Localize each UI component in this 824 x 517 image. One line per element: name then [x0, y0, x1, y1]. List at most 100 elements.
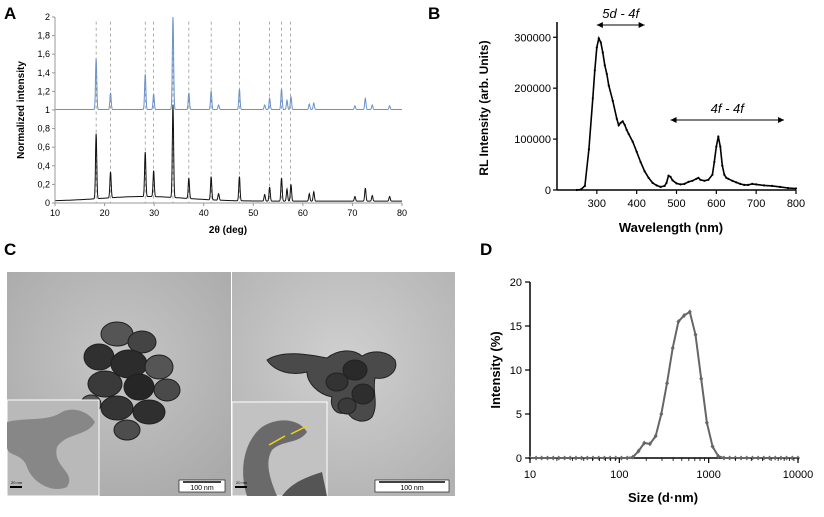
dls-data-point — [562, 455, 567, 461]
dls-data-point — [790, 455, 795, 461]
rl-y-tick-label: 300000 — [514, 32, 551, 44]
dls-size-distribution-line — [530, 310, 798, 459]
xrd-y-tick-label: 2 — [45, 12, 50, 22]
xrd-chart: 10 20 30 40 50 60 70 80 0 0,2 0,4 0,6 0,8 1 1,2 1,4 1,6… — [16, 12, 407, 236]
rl-data-point — [699, 178, 702, 181]
dls-data-point — [693, 332, 698, 338]
xrd-y-tick-label: 0,4 — [37, 161, 50, 171]
dls-data-point — [545, 455, 550, 461]
scale-bar-left: 100 nm — [178, 479, 226, 493]
inset-scale-left: 20 nm — [11, 480, 23, 485]
dls-data-point — [573, 455, 578, 461]
xrd-x-tick-label: 30 — [149, 208, 159, 218]
dls-data-point — [756, 455, 761, 461]
dls-chart: 10 100 1000 10000 0 5 10 15 20 Size (d·nm) Inte… — [488, 277, 813, 505]
dls-data-point — [773, 455, 778, 461]
dls-data-point — [659, 411, 664, 417]
xrd-y-tick-label: 0,8 — [37, 124, 50, 134]
xrd-series-1 — [55, 16, 402, 110]
rl-data-point — [683, 182, 686, 185]
rl-data-point — [625, 128, 628, 131]
tem-micrographs: 20 nm 20 nm 100 nm 100 — [7, 272, 455, 496]
rl-data-point — [747, 183, 750, 186]
xrd-x-tick-label: 40 — [199, 208, 209, 218]
rl-data-point — [597, 37, 600, 40]
dls-data-point — [784, 455, 789, 461]
rl-data-point — [786, 186, 790, 190]
rl-data-point — [731, 179, 734, 182]
rl-data-point — [669, 175, 672, 178]
dls-data-point — [727, 455, 732, 461]
dls-x-tick-label: 1000 — [696, 469, 720, 481]
dls-data-point — [556, 455, 561, 461]
rl-x-axis-label: Wavelength (nm) — [619, 220, 723, 235]
panel-label-b: B — [428, 4, 441, 23]
dls-data-point — [670, 345, 675, 351]
dls-data-point — [710, 444, 715, 450]
dls-data-point — [585, 455, 590, 461]
rl-data-point — [635, 150, 638, 153]
rl-data-point — [665, 181, 668, 184]
dls-data-point — [721, 455, 726, 461]
xrd-x-tick-label: 70 — [347, 208, 357, 218]
rl-data-point — [651, 181, 654, 184]
rl-x-tick-label: 300 — [588, 198, 606, 210]
rl-data-point — [601, 51, 604, 54]
rl-data-point — [643, 170, 646, 173]
rl-data-point — [655, 184, 658, 187]
rl-data-point — [663, 184, 666, 187]
rl-data-point — [725, 176, 728, 179]
rl-data-point — [695, 177, 698, 180]
rl-data-point — [763, 184, 766, 187]
nanoparticle-agglomerate-left — [80, 321, 181, 441]
tem-inset-right: 20 nm — [231, 401, 328, 496]
dls-data-point — [676, 319, 681, 325]
rl-data-point — [599, 41, 602, 44]
dls-data-point — [579, 455, 584, 461]
dls-data-point — [642, 440, 647, 446]
dls-data-point — [704, 420, 709, 426]
rl-data-point — [583, 184, 586, 187]
arrowhead-left-icon — [670, 117, 677, 123]
rl-data-point — [619, 121, 622, 124]
rl-y-tick-label: 100000 — [514, 134, 551, 146]
rl-data-point — [723, 173, 726, 176]
dls-y-tick-label: 20 — [510, 277, 522, 289]
rl-data-point — [605, 72, 608, 75]
dls-x-tick-label: 100 — [610, 469, 628, 481]
rl-data-point — [697, 176, 700, 179]
dls-data-point — [739, 455, 744, 461]
scale-bar-right: 100 nm — [374, 479, 450, 493]
rl-data-point — [615, 117, 618, 120]
rl-data-point — [719, 145, 722, 148]
rl-data-point — [667, 174, 670, 177]
transition-label: 5d - 4f — [602, 6, 640, 21]
rl-data-point — [679, 183, 682, 186]
radioluminescence-chart: 300 400 500 600 700 800 0 100000 200000 300000 5… — [477, 6, 805, 235]
dls-y-tick-label: 0 — [516, 453, 522, 465]
dls-data-point — [716, 453, 721, 459]
rl-data-point — [739, 182, 742, 185]
rl-data-point — [717, 135, 720, 138]
rl-data-point — [727, 177, 730, 180]
inset-scale-right: 20 nm — [236, 480, 248, 485]
rl-data-point — [627, 132, 630, 136]
rl-data-point — [593, 69, 596, 72]
panel-label-c: C — [4, 240, 17, 259]
rl-y-tick-label: 0 — [545, 185, 551, 197]
dls-data-point — [687, 309, 692, 315]
rl-data-point — [607, 84, 610, 87]
rl-data-point — [611, 99, 614, 102]
dls-data-point — [699, 376, 704, 382]
xrd-y-tick-label: 1,2 — [37, 86, 50, 96]
rl-data-point — [595, 46, 598, 49]
rl-data-point — [703, 179, 706, 182]
rl-data-point — [671, 179, 674, 182]
rl-x-tick-label: 400 — [627, 198, 645, 210]
dls-y-axis-label: Intensity (%) — [488, 331, 503, 408]
xrd-x-tick-label: 80 — [397, 208, 407, 218]
rl-data-point — [659, 185, 662, 188]
dls-data-point — [636, 448, 641, 454]
dls-data-point — [613, 455, 618, 461]
rl-data-point — [687, 180, 690, 183]
